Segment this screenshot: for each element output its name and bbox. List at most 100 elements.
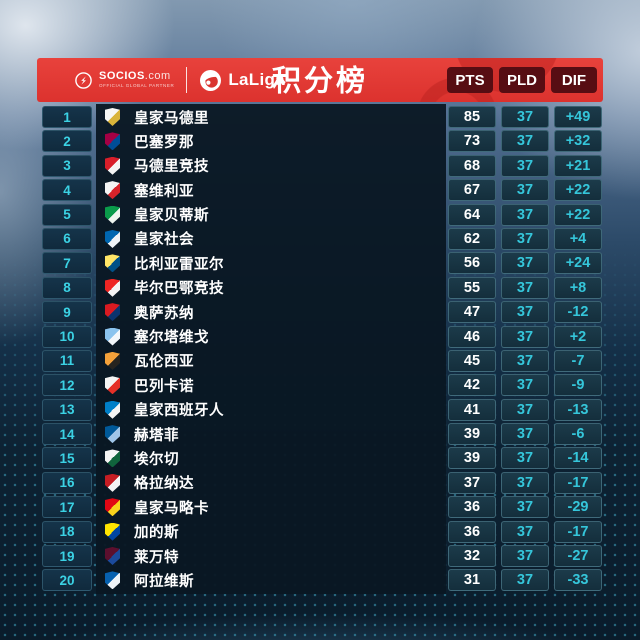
played-cell: 37 [501,325,549,348]
table-row[interactable]: 13 皇家西班牙人 41 37 -13 [42,398,602,421]
team-name: 瓦伦西亚 [134,354,194,371]
table-row[interactable]: 1 皇家马德里 85 37 +49 [42,106,602,128]
table-row[interactable]: 20 阿拉维斯 31 37 -33 [42,569,602,592]
table-row[interactable]: 11 瓦伦西亚 45 37 -7 [42,349,602,372]
team-cell: 塞尔塔维戈 [96,326,444,348]
position-badge: 1 [42,106,92,128]
team-cell: 皇家社会 [96,228,444,250]
position-badge: 5 [42,203,92,226]
points-cell: 56 [448,252,496,275]
page-title: 积分榜 [271,65,369,98]
played-cell: 37 [501,276,549,299]
played-cell: 37 [501,374,549,397]
position-badge: 12 [42,374,92,397]
played-cell: 37 [501,154,549,177]
team-name: 格拉纳达 [134,476,194,493]
socios-wordmark: SOCIOS.com [99,70,171,83]
team-name: 皇家西班牙人 [134,403,224,420]
table-row[interactable]: 16 格拉纳达 37 37 -17 [42,471,602,494]
played-cell: 37 [501,471,549,494]
team-crest-icon [105,108,120,126]
table-row[interactable]: 7 比利亚雷亚尔 56 37 +24 [42,252,602,275]
played-cell: 37 [501,447,549,470]
team-name: 毕尔巴鄂竞技 [134,281,224,298]
table-row[interactable]: 17 皇家马略卡 36 37 -29 [42,496,602,519]
team-crest-icon [105,327,120,346]
team-name: 皇家马略卡 [134,500,209,517]
points-cell: 37 [448,471,496,494]
goal-diff-cell: -12 [554,301,602,324]
table-row[interactable]: 4 塞维利亚 67 37 +22 [42,179,602,202]
team-crest-icon [105,205,120,224]
position-badge: 10 [42,325,92,348]
goal-diff-cell: +22 [554,179,602,202]
table-row[interactable]: 18 加的斯 36 37 -17 [42,520,602,543]
header-banner: SOCIOS.com OFFICIAL GLOBAL PARTNER LaLig… [37,58,603,102]
table-row[interactable]: 14 赫塔菲 39 37 -6 [42,423,602,446]
team-name: 巴列卡诺 [134,378,194,395]
position-badge: 16 [42,471,92,494]
points-cell: 45 [448,349,496,372]
position-badge: 18 [42,520,92,543]
goal-diff-cell: -17 [554,520,602,543]
played-cell: 37 [501,569,549,592]
table-row[interactable]: 2 巴塞罗那 73 37 +32 [42,130,602,153]
team-name: 马德里竞技 [134,159,209,176]
table-row[interactable]: 10 塞尔塔维戈 46 37 +2 [42,325,602,348]
team-name: 皇家马德里 [134,110,209,127]
team-crest-icon [105,449,120,468]
position-badge: 7 [42,252,92,275]
table-row[interactable]: 19 莱万特 32 37 -27 [42,545,602,568]
team-cell: 皇家马略卡 [96,496,444,518]
col-header-dif[interactable]: DIF [551,67,597,93]
col-header-pld[interactable]: PLD [499,67,545,93]
points-cell: 55 [448,276,496,299]
position-badge: 20 [42,569,92,592]
team-cell: 瓦伦西亚 [96,350,444,372]
played-cell: 37 [501,106,549,128]
team-cell: 比利亚雷亚尔 [96,252,444,274]
team-crest-icon [105,425,120,444]
column-headers: PTS PLD DIF [447,67,597,93]
played-cell: 37 [501,130,549,153]
team-crest-icon [105,181,120,200]
socios-icon [75,71,92,89]
table-backing-panel [96,104,446,594]
table-row[interactable]: 3 马德里竞技 68 37 +21 [42,154,602,177]
table-row[interactable]: 6 皇家社会 62 37 +4 [42,227,602,250]
goal-diff-cell: -7 [554,349,602,372]
team-name: 塞维利亚 [134,183,194,200]
table-row[interactable]: 9 奥萨苏纳 47 37 -12 [42,301,602,324]
table-row[interactable]: 12 巴列卡诺 42 37 -9 [42,374,602,397]
position-badge: 9 [42,301,92,324]
goal-diff-cell: -17 [554,471,602,494]
position-badge: 19 [42,545,92,568]
position-badge: 17 [42,496,92,519]
team-name: 皇家社会 [134,232,194,249]
table-row[interactable]: 8 毕尔巴鄂竞技 55 37 +8 [42,276,602,299]
socios-tagline: OFFICIAL GLOBAL PARTNER [99,83,175,89]
points-cell: 73 [448,130,496,153]
played-cell: 37 [501,545,549,568]
team-cell: 皇家贝蒂斯 [96,204,444,226]
position-badge: 14 [42,423,92,446]
table-row[interactable]: 5 皇家贝蒂斯 64 37 +22 [42,203,602,226]
position-badge: 8 [42,276,92,299]
team-crest-icon [105,400,120,419]
table-row[interactable]: 15 埃尔切 39 37 -14 [42,447,602,470]
team-name: 加的斯 [134,525,179,542]
logo-divider [186,67,188,93]
col-header-pts[interactable]: PTS [447,67,493,93]
goal-diff-cell: +32 [554,130,602,153]
played-cell: 37 [501,227,549,250]
laliga-wordmark: LaLiga [228,70,285,89]
standings-table: 1 皇家马德里 85 37 +49 2 巴塞罗那 73 37 +32 3 马德里… [42,106,602,592]
played-cell: 37 [501,179,549,202]
points-cell: 36 [448,520,496,543]
position-badge: 13 [42,398,92,421]
team-cell: 皇家马德里 [96,106,444,128]
points-cell: 68 [448,154,496,177]
team-crest-icon [105,498,120,517]
goal-diff-cell: +21 [554,154,602,177]
goal-diff-cell: +2 [554,325,602,348]
